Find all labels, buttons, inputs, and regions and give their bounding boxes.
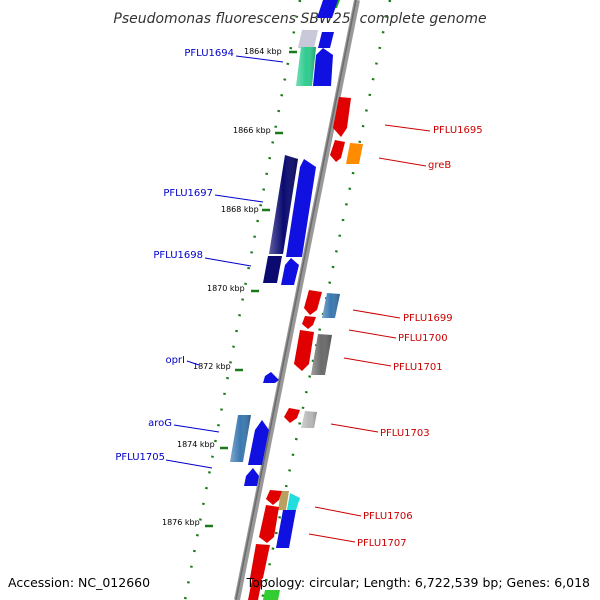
gene-pflu1698[interactable] xyxy=(263,256,282,283)
label-pflu1697[interactable]: PFLU1697 xyxy=(163,188,213,199)
tick-label-1868: 1868 kbp xyxy=(221,205,259,214)
label-pflu1706[interactable]: PFLU1706 xyxy=(363,511,413,522)
gene-pflu1706[interactable] xyxy=(266,490,282,505)
inner-dotted-ring xyxy=(183,0,302,600)
gene-pflu1707[interactable] xyxy=(259,505,279,543)
label-pflu1705[interactable]: PFLU1705 xyxy=(115,452,165,463)
gene-pflu1700[interactable] xyxy=(302,316,316,329)
tick-marks xyxy=(205,50,297,528)
gene-pflu1701[interactable] xyxy=(294,330,314,371)
tick-label-1874: 1874 kbp xyxy=(177,440,215,449)
gene-pflu1703[interactable] xyxy=(284,408,300,423)
label-opri[interactable]: oprI xyxy=(165,355,185,366)
label-pflu1699[interactable]: PFLU1699 xyxy=(403,313,453,324)
label-pflu1695[interactable]: PFLU1695 xyxy=(433,125,483,136)
gene-pflu1695[interactable] xyxy=(333,97,351,137)
gene-opri[interactable] xyxy=(263,372,279,383)
leader-lines xyxy=(165,55,431,543)
gene-pflu1699[interactable] xyxy=(304,290,322,315)
gene-pflu1705[interactable] xyxy=(248,420,269,465)
tick-label-1866: 1866 kbp xyxy=(233,126,271,135)
label-pflu1694[interactable]: PFLU1694 xyxy=(184,48,234,59)
tick-label-1872: 1872 kbp xyxy=(193,362,231,371)
label-pflu1698[interactable]: PFLU1698 xyxy=(153,250,203,261)
accession-text: Accession: NC_012660 xyxy=(8,575,150,590)
map-title: Pseudomonas fluorescens SBW25, complete … xyxy=(113,11,486,27)
label-arog[interactable]: aroG xyxy=(148,418,172,429)
forward-genes xyxy=(230,0,340,600)
genome-backbone xyxy=(234,0,360,600)
label-pflu1707[interactable]: PFLU1707 xyxy=(357,538,407,549)
gene-greb[interactable] xyxy=(346,143,363,164)
gene-shading xyxy=(230,47,340,462)
tick-label-1864: 1864 kbp xyxy=(244,47,282,56)
label-pflu1701[interactable]: PFLU1701 xyxy=(393,362,443,373)
label-pflu1703[interactable]: PFLU1703 xyxy=(380,428,430,439)
label-pflu1700[interactable]: PFLU1700 xyxy=(398,333,448,344)
tick-label-1870: 1870 kbp xyxy=(207,284,245,293)
label-greb[interactable]: greB xyxy=(428,160,451,171)
topology-text: Topology: circular; Length: 6,722,539 bp… xyxy=(246,575,590,590)
tick-label-1876: 1876 kbp xyxy=(162,518,200,527)
